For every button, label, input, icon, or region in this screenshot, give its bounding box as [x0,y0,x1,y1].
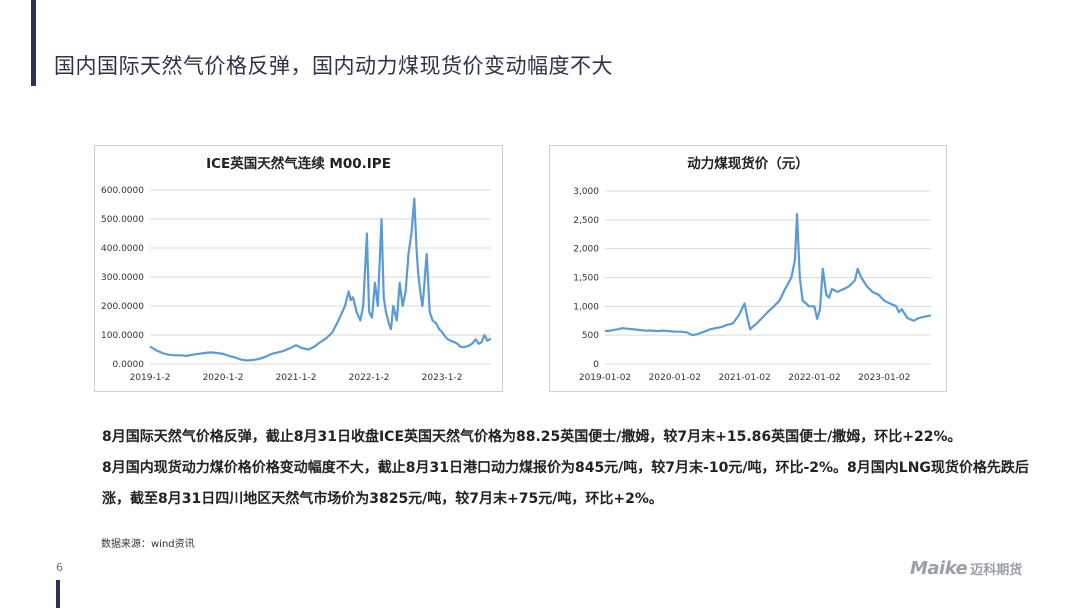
series-line [604,212,932,337]
summary-paragraph-gas: 8月国际天然气价格反弹，截止8月31日收盘ICE英国天然气价格为88.25英国便… [102,429,962,445]
x-tick-label: 2023-1-2 [422,373,463,383]
x-tick-label: 2019-01-02 [579,373,631,383]
y-tick-label: 1,000 [573,302,599,312]
chart-title: 动力煤现货价（元） [687,155,809,172]
coal-price-chart-svg: 动力煤现货价（元） 3,000 2,500 2,000 1,500 1,000 500 0 20… [573,155,932,383]
x-tick-label: 2021-1-2 [276,373,317,383]
y-tick-label: 400.0000 [101,244,144,254]
slide-title: 国内国际天然气价格反弹，国内动力煤现货价变动幅度不大 [54,54,613,78]
footer-accent-bar [56,580,60,608]
y-tick-label: 2,500 [573,216,599,226]
series-line [149,197,492,362]
y-tick-label: 600.0000 [101,186,144,196]
summary-text: 8月国际天然气价格反弹，截止8月31日收盘ICE英国天然气价格为88.25英国便… [102,422,1032,515]
y-tick-label: 0.0000 [113,360,145,370]
x-tick-label: 2020-1-2 [203,373,244,383]
y-tick-label: 300.0000 [101,273,144,283]
y-tick-label: 500.0000 [101,215,144,225]
x-tick-label: 2021-01-02 [718,373,770,383]
y-tick-label: 2,000 [573,245,599,255]
x-tick-label: 2019-1-2 [130,373,171,383]
x-tick-label: 2020-01-02 [649,373,701,383]
x-tick-label: 2022-01-02 [788,373,840,383]
logo-brand: Maike [910,558,968,579]
coal-price-chart: 动力煤现货价（元） 3,000 2,500 2,000 1,500 1,000 500 0 20… [549,145,947,392]
page-number: 6 [56,561,63,574]
ice-gas-chart-svg: ICE英国天然气连续 M00.IPE 600.0000 500.0000 400.00… [101,155,492,383]
y-tick-label: 100.0000 [101,331,144,341]
title-accent-bar [31,0,36,86]
y-tick-label: 3,000 [573,187,599,197]
y-tick-label: 1,500 [573,274,599,284]
summary-paragraph-coal: 8月国内现货动力煤价格价格变动幅度不大，截止8月31日港口动力煤报价为845元/… [102,460,1029,507]
x-tick-label: 2022-1-2 [349,373,390,383]
logo-name: 迈科期货 [970,563,1023,578]
y-tick-label: 200.0000 [101,302,144,312]
company-logo: Maike 迈科期货 [910,558,1022,579]
y-tick-label: 0 [593,360,599,370]
chart-title: ICE英国天然气连续 M00.IPE [206,155,391,172]
y-tick-label: 500 [582,331,599,341]
x-tick-label: 2023-01-02 [858,373,910,383]
ice-gas-chart: ICE英国天然气连续 M00.IPE 600.0000 500.0000 400.00… [94,145,503,392]
data-source-note: 数据来源：wind资讯 [101,539,195,550]
